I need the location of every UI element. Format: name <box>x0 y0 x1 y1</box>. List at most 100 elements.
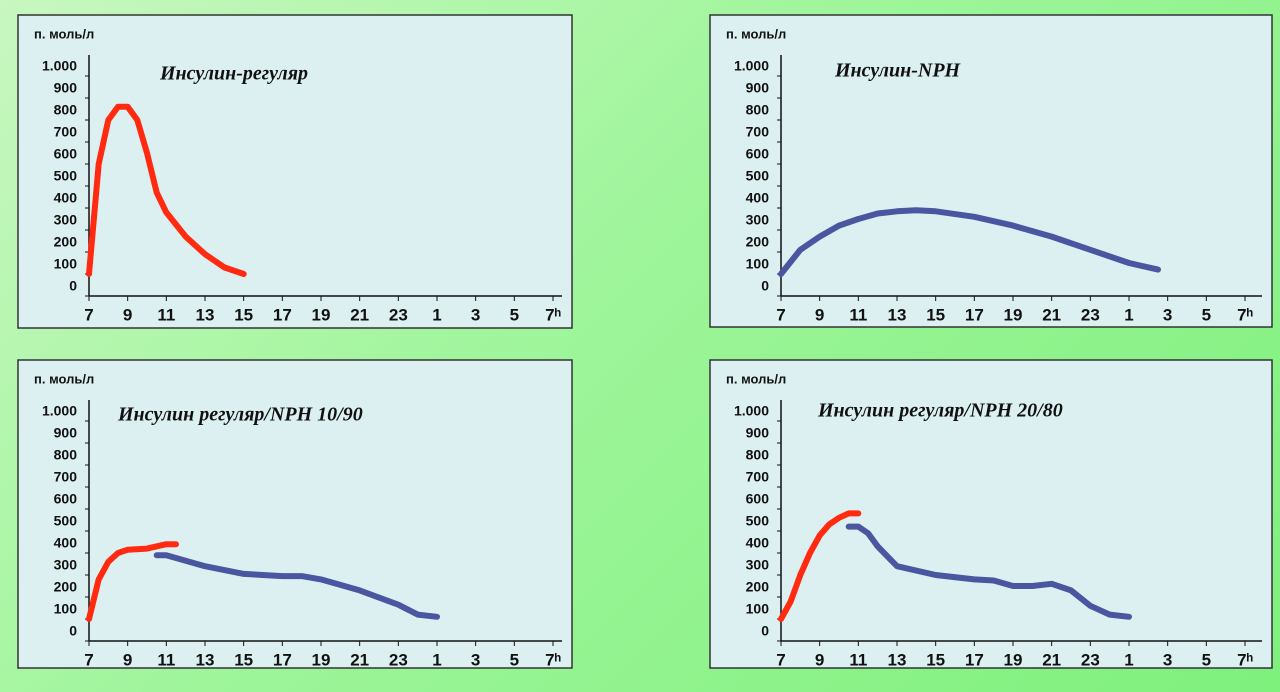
x-tick-label: 7ʰ <box>545 650 561 669</box>
x-tick-label: 23 <box>389 305 408 324</box>
y-tick-label: 700 <box>746 124 770 140</box>
y-axis-label: п. моль/л <box>34 371 94 386</box>
x-tick-label: 3 <box>471 650 480 669</box>
x-tick-label: 13 <box>888 650 907 669</box>
x-tick-label: 17 <box>273 650 292 669</box>
y-tick-label: 900 <box>54 80 78 96</box>
x-tick-label: 1 <box>432 305 441 324</box>
y-tick-label: 800 <box>54 102 78 118</box>
y-tick-label: 200 <box>54 579 78 595</box>
y-tick-label: 600 <box>54 146 78 162</box>
y-tick-label: 700 <box>54 469 78 485</box>
y-tick-label: 400 <box>746 190 770 206</box>
x-tick-label: 21 <box>350 650 369 669</box>
y-tick-label: 100 <box>746 601 770 617</box>
chart-title: Инсулин-регуляр <box>159 63 308 85</box>
x-tick-label: 1 <box>432 650 441 669</box>
y-tick-label: 400 <box>54 190 78 206</box>
y-tick-label: 500 <box>54 168 78 184</box>
chart-title: Инсулин-NPH <box>834 60 962 82</box>
y-tick-label: 400 <box>54 535 78 551</box>
y-tick-label: 300 <box>54 557 78 573</box>
chart-panel: Инсулин-регуляр п. моль/л 0 100 200 300 400 500… <box>17 14 573 329</box>
x-tick-label: 15 <box>234 650 253 669</box>
x-tick-label: 5 <box>1202 650 1211 669</box>
y-tick-label: 1.000 <box>734 403 769 419</box>
x-tick-label: 23 <box>1081 650 1100 669</box>
x-tick-label: 15 <box>234 305 253 324</box>
y-tick-label: 1.000 <box>42 403 77 419</box>
x-tick-label: 5 <box>510 305 519 324</box>
y-tick-label: 900 <box>54 425 78 441</box>
x-tick-label: 7 <box>84 305 93 324</box>
y-tick-label: 300 <box>54 212 78 228</box>
chart-panel: Инсулин регуляр/NPH 20/80 п. моль/л 0 100 20… <box>709 359 1273 669</box>
line-series <box>153 552 440 620</box>
x-tick-label: 19 <box>312 305 331 324</box>
y-axis-label: п. моль/л <box>726 371 786 386</box>
y-tick-label: 300 <box>746 212 770 228</box>
x-tick-label: 15 <box>926 650 945 669</box>
y-tick-label: 800 <box>746 447 770 463</box>
x-tick-label: 13 <box>196 650 215 669</box>
y-tick-label: 100 <box>746 256 770 272</box>
x-tick-label: 21 <box>350 305 369 324</box>
x-tick-label: 5 <box>510 650 519 669</box>
x-tick-label: 23 <box>1081 305 1100 324</box>
y-tick-label: 600 <box>746 491 770 507</box>
x-tick-label: 19 <box>1004 650 1023 669</box>
y-tick-label: 300 <box>746 557 770 573</box>
y-tick-label: 1.000 <box>734 58 769 74</box>
x-tick-label: 7ʰ <box>545 305 561 324</box>
x-tick-label: 13 <box>196 305 215 324</box>
x-tick-label: 13 <box>888 305 907 324</box>
y-tick-label: 900 <box>746 425 770 441</box>
chart-panel: Инсулин регуляр/NPH 10/90 п. моль/л 0 100 20… <box>17 359 573 669</box>
y-tick-label: 700 <box>746 469 770 485</box>
x-tick-label: 11 <box>849 305 867 324</box>
line-series <box>86 103 247 277</box>
chart-title: Инсулин регуляр/NPH 10/90 <box>117 404 363 426</box>
y-tick-label: 200 <box>54 234 78 250</box>
panel-background <box>709 14 1273 328</box>
line-series <box>845 523 1132 620</box>
y-tick-label: 500 <box>54 513 78 529</box>
panel-background <box>709 359 1273 669</box>
x-tick-label: 9 <box>815 305 824 324</box>
x-tick-label: 19 <box>1004 305 1023 324</box>
y-axis-label: п. моль/л <box>34 26 94 41</box>
x-tick-label: 3 <box>471 305 480 324</box>
x-tick-label: 7ʰ <box>1237 650 1253 669</box>
x-tick-label: 19 <box>312 650 331 669</box>
y-tick-label: 500 <box>746 168 770 184</box>
x-tick-label: 17 <box>965 650 984 669</box>
x-tick-label: 9 <box>123 650 132 669</box>
line-series <box>778 207 1161 277</box>
x-tick-label: 7 <box>84 650 93 669</box>
x-tick-label: 21 <box>1042 650 1061 669</box>
y-tick-label: 0 <box>69 623 77 639</box>
line-series <box>778 510 862 622</box>
x-tick-label: 7 <box>776 305 785 324</box>
y-tick-label: 700 <box>54 124 78 140</box>
x-tick-label: 3 <box>1163 305 1172 324</box>
x-tick-label: 7ʰ <box>1237 305 1253 324</box>
y-tick-label: 200 <box>746 234 770 250</box>
y-tick-label: 0 <box>69 278 77 294</box>
y-tick-label: 0 <box>761 278 769 294</box>
y-axis-label: п. моль/л <box>726 26 786 41</box>
y-tick-label: 800 <box>54 447 78 463</box>
y-tick-label: 100 <box>54 601 78 617</box>
y-tick-label: 500 <box>746 513 770 529</box>
x-tick-label: 9 <box>815 650 824 669</box>
y-tick-label: 600 <box>54 491 78 507</box>
x-tick-label: 9 <box>123 305 132 324</box>
x-tick-label: 5 <box>1202 305 1211 324</box>
x-tick-label: 23 <box>389 650 408 669</box>
x-tick-label: 1 <box>1124 650 1133 669</box>
chart-title: Инсулин регуляр/NPH 20/80 <box>817 400 1063 422</box>
y-tick-label: 900 <box>746 80 770 96</box>
y-tick-label: 600 <box>746 146 770 162</box>
x-tick-label: 11 <box>157 305 175 324</box>
chart-panel: Инсулин-NPH п. моль/л 0 100 200 300 400 500 600 7… <box>709 14 1273 328</box>
